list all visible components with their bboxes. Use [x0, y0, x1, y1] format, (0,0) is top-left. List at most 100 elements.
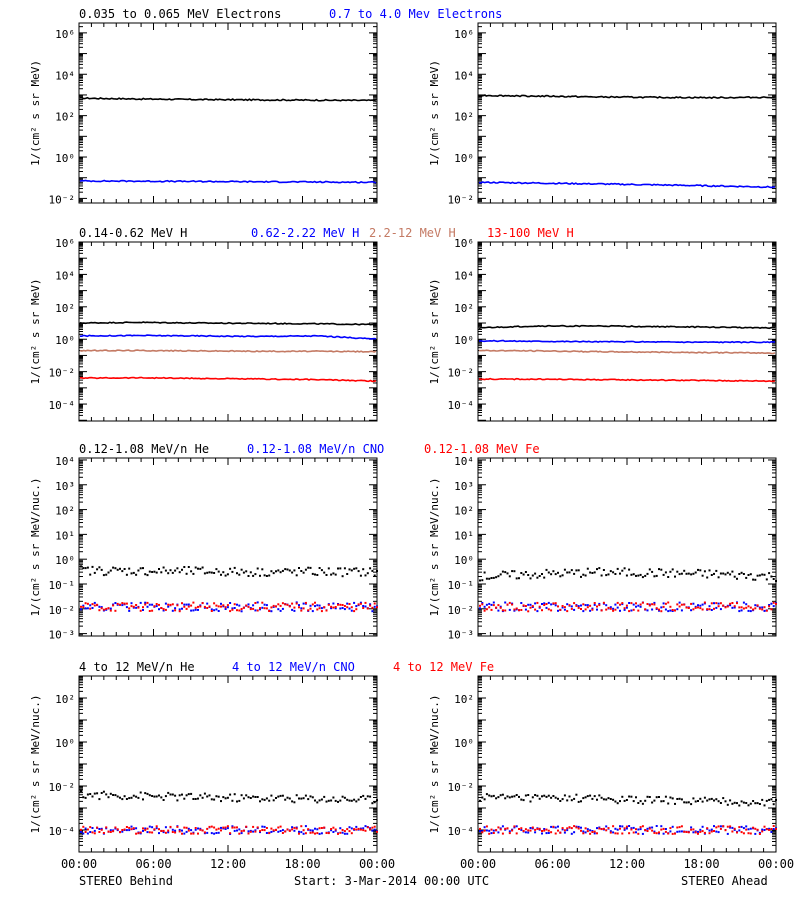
- data-point: [353, 610, 356, 613]
- data-point: [222, 571, 225, 574]
- data-point: [527, 574, 530, 576]
- data-point: [745, 606, 748, 609]
- data-point: [346, 602, 349, 605]
- data-point: [100, 607, 103, 610]
- data-point: [362, 829, 365, 832]
- data-point: [623, 799, 626, 802]
- data-point: [511, 570, 514, 573]
- data-point: [210, 608, 213, 611]
- data-point: [100, 568, 103, 571]
- data-point: [543, 828, 546, 830]
- data-point: [479, 607, 481, 610]
- data-point: [566, 610, 569, 613]
- data-point: [577, 606, 580, 609]
- data-point: [511, 795, 514, 798]
- data-point: [758, 833, 761, 835]
- data-point: [664, 795, 667, 798]
- data-point: [247, 605, 250, 608]
- data-point: [561, 605, 564, 607]
- data-point: [183, 797, 186, 800]
- data-point: [635, 796, 637, 799]
- data-point: [300, 797, 303, 800]
- data-point: [343, 830, 346, 833]
- data-point: [220, 800, 222, 803]
- data-point: [146, 574, 149, 577]
- data-point: [82, 825, 85, 828]
- data-point: [490, 832, 493, 835]
- data-point: [304, 568, 307, 571]
- data-point: [279, 830, 282, 832]
- data-point: [112, 794, 115, 796]
- data-point: [256, 609, 259, 612]
- data-point: [630, 828, 633, 831]
- data-point: [614, 603, 617, 606]
- data-point: [754, 604, 757, 607]
- data-point: [763, 609, 766, 612]
- data-point: [747, 832, 750, 835]
- data-point: [628, 832, 631, 835]
- data-point: [311, 831, 314, 834]
- y-tick-label: 10⁶: [454, 28, 474, 41]
- data-point: [504, 827, 507, 830]
- data-point: [609, 607, 612, 610]
- data-point: [719, 572, 722, 575]
- y-tick-label: 10⁻¹: [448, 579, 475, 592]
- y-tick-label: 10⁻⁴: [49, 825, 76, 838]
- data-point: [224, 797, 227, 800]
- data-point: [699, 828, 702, 831]
- data-point: [238, 609, 241, 612]
- data-point: [589, 832, 592, 835]
- data-point: [694, 831, 697, 834]
- data-point: [268, 799, 271, 802]
- data-point: [355, 608, 358, 611]
- data-point: [112, 566, 115, 569]
- data-point: [130, 605, 133, 608]
- data-point: [82, 832, 85, 835]
- data-point: [272, 799, 275, 802]
- data-point: [107, 571, 110, 574]
- data-point: [738, 610, 741, 613]
- data-point: [745, 825, 748, 828]
- data-point: [641, 576, 644, 579]
- data-point: [506, 827, 509, 830]
- data-point: [199, 794, 202, 797]
- data-point: [768, 828, 771, 831]
- data-point: [298, 832, 300, 835]
- data-point: [680, 830, 683, 833]
- data-point: [575, 826, 578, 829]
- data-point: [348, 830, 351, 833]
- y-tick-label: 10²: [454, 111, 474, 124]
- data-point: [105, 793, 108, 796]
- data-point: [763, 606, 766, 609]
- data-point: [197, 797, 199, 800]
- data-point: [683, 801, 686, 804]
- data-point: [752, 800, 755, 802]
- data-point: [623, 607, 626, 610]
- data-point: [492, 829, 495, 832]
- data-point: [187, 603, 190, 606]
- data-point: [772, 578, 775, 580]
- data-point: [646, 795, 649, 798]
- data-point: [96, 792, 99, 795]
- data-point: [238, 573, 241, 576]
- data-point: [82, 567, 85, 570]
- data-point: [749, 827, 752, 830]
- data-point: [302, 602, 305, 605]
- data-point: [703, 570, 706, 573]
- y-tick-label: 10⁻²: [448, 604, 475, 617]
- data-point: [291, 608, 294, 611]
- data-point: [747, 804, 750, 807]
- data-point: [621, 569, 624, 572]
- data-point: [233, 826, 236, 829]
- data-point: [557, 797, 559, 800]
- data-point: [203, 605, 206, 608]
- data-point: [710, 609, 713, 611]
- data-point: [359, 574, 362, 577]
- y-tick-label: 10⁰: [454, 334, 474, 347]
- data-point: [192, 572, 195, 575]
- data-point: [240, 610, 243, 613]
- data-point: [119, 603, 121, 606]
- data-point: [605, 825, 608, 828]
- data-point: [217, 610, 220, 612]
- data-point: [485, 793, 488, 796]
